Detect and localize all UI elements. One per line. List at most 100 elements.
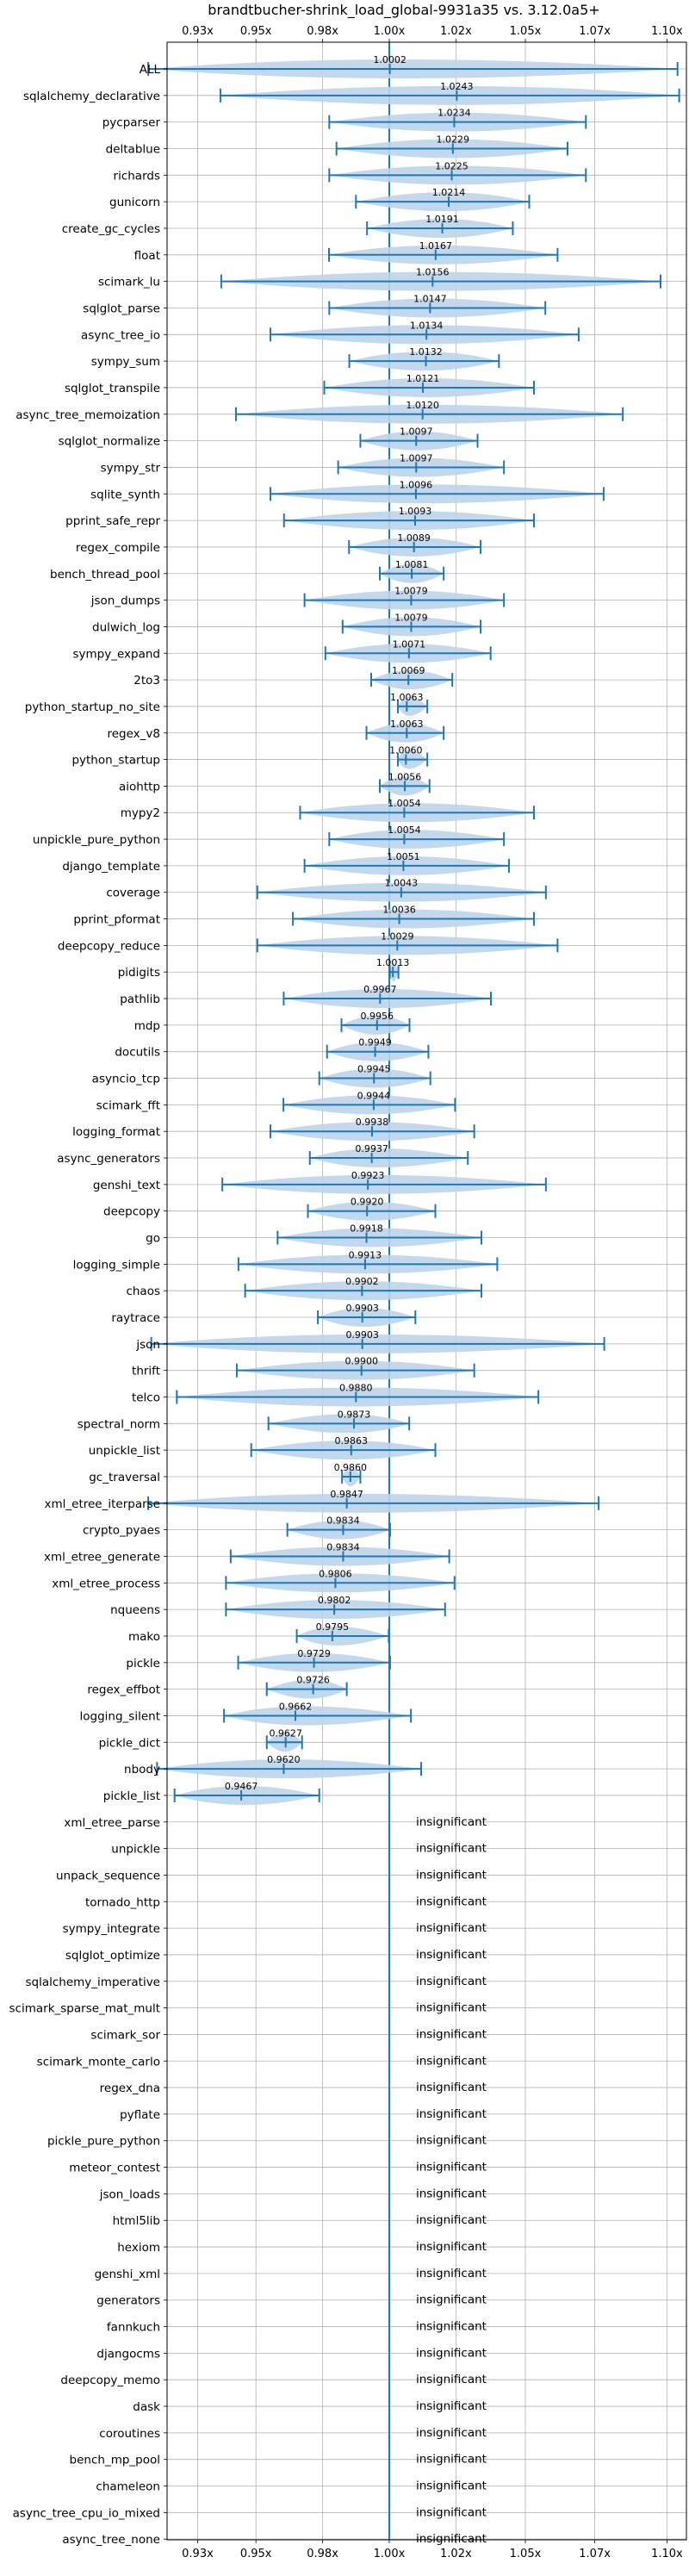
category-label: ALL — [140, 63, 161, 77]
category-label: thrift — [132, 1365, 160, 1378]
category-label: unpickle_pure_python — [33, 833, 160, 847]
insignificant-label: insignificant — [416, 2187, 487, 2200]
category-label: python_startup_no_site — [25, 700, 160, 714]
category-label: unpickle_list — [89, 1444, 160, 1458]
category-label: dulwich_log — [92, 620, 160, 634]
category-label: nbody — [124, 1763, 160, 1776]
data-label: 1.0097 — [400, 452, 433, 464]
category-label: sqlite_synth — [90, 488, 160, 501]
category-label: pyflate — [120, 2108, 160, 2122]
data-label: 0.9620 — [267, 1754, 301, 1765]
x-tick-label-top: 0.93x — [182, 25, 214, 38]
data-label: 0.9944 — [357, 1090, 391, 1101]
category-label: dask — [133, 2400, 160, 2414]
data-label: 1.0093 — [399, 506, 432, 517]
insignificant-label: insignificant — [416, 2373, 487, 2386]
data-label: 0.9956 — [361, 1011, 394, 1022]
data-label: 0.9880 — [339, 1383, 373, 1394]
category-label: chaos — [126, 1285, 160, 1298]
category-label: deepcopy_memo — [60, 2374, 160, 2387]
insignificant-label: insignificant — [416, 2293, 487, 2307]
category-label: go — [146, 1232, 160, 1246]
category-label: bench_thread_pool — [50, 568, 160, 582]
category-label: pidigits — [118, 966, 160, 980]
data-label: 0.9967 — [363, 984, 397, 995]
data-label: 0.9938 — [356, 1117, 389, 1128]
data-label: 1.0036 — [382, 905, 416, 916]
category-label: sympy_expand — [72, 647, 160, 661]
data-label: 1.0063 — [390, 692, 424, 703]
insignificant-label: insignificant — [416, 2426, 487, 2440]
data-label: 1.0120 — [406, 400, 439, 411]
data-label: 0.9873 — [338, 1409, 371, 1420]
insignificant-label: insignificant — [416, 2107, 487, 2121]
category-label: async_tree_memoization — [16, 408, 160, 422]
x-tick-label-bottom: 0.95x — [240, 2548, 272, 2560]
category-label: sqlglot_normalize — [59, 435, 160, 449]
data-label: 1.0081 — [395, 559, 429, 570]
category-label: 2to3 — [133, 674, 160, 688]
insignificant-label: insignificant — [416, 1948, 487, 1962]
x-tick-label-bottom: 1.10x — [651, 2548, 683, 2560]
category-label: crypto_pyaes — [83, 1524, 160, 1538]
category-label: sympy_integrate — [63, 1922, 160, 1936]
data-label: 1.0089 — [397, 532, 431, 544]
category-label: xml_etree_iterparse — [45, 1497, 161, 1511]
category-label: gunicorn — [109, 196, 160, 209]
data-label: 0.9918 — [350, 1223, 383, 1235]
data-label: 1.0054 — [388, 824, 421, 836]
x-tick-label-bottom: 1.02x — [440, 2548, 472, 2560]
category-label: hexiom — [117, 2241, 160, 2255]
category-label: coroutines — [99, 2427, 160, 2441]
data-label: 0.9834 — [326, 1541, 360, 1552]
insignificant-label: insignificant — [416, 1921, 487, 1935]
data-label: 1.0229 — [437, 134, 470, 145]
category-label: deepcopy_reduce — [58, 939, 160, 953]
x-tick-label-bottom: 1.05x — [510, 2548, 542, 2560]
category-label: regex_v8 — [107, 727, 160, 741]
category-label: logging_format — [72, 1125, 160, 1139]
insignificant-label: insignificant — [416, 2480, 487, 2493]
category-label: richards — [114, 169, 160, 183]
data-label: 1.0013 — [376, 957, 410, 968]
data-label: 1.0156 — [416, 267, 450, 278]
category-label: logging_simple — [73, 1258, 160, 1272]
category-label: scimark_sparse_mat_mult — [9, 2002, 160, 2016]
data-label: 1.0002 — [373, 54, 407, 65]
data-label: 1.0121 — [407, 373, 440, 384]
data-label: 1.0167 — [419, 240, 453, 252]
category-label: async_tree_io — [81, 328, 160, 342]
category-label: docutils — [115, 1046, 160, 1060]
data-label: 0.9923 — [351, 1170, 385, 1181]
data-label: 0.9863 — [335, 1435, 369, 1447]
data-label: 0.9729 — [297, 1648, 331, 1659]
data-label: 0.9860 — [334, 1462, 368, 1473]
data-label: 1.0063 — [390, 719, 424, 730]
category-label: mypy2 — [121, 806, 160, 820]
data-label: 1.0079 — [394, 612, 428, 623]
plot-frame — [166, 41, 687, 2541]
data-label: 1.0069 — [392, 665, 425, 676]
category-label: html5lib — [113, 2214, 160, 2228]
axis-layer: 0.93x 0.93x 0.95x 0.95x 0.98x 0.98x 1.00x 1.00x… — [9, 25, 684, 2560]
data-label: 0.9937 — [355, 1143, 388, 1154]
category-label: telco — [132, 1391, 160, 1405]
category-label: djangocms — [96, 2347, 160, 2361]
insignificant-label: insignificant — [416, 2267, 487, 2280]
data-label: 0.9802 — [318, 1595, 351, 1606]
data-label: 1.0029 — [381, 930, 414, 942]
category-label: async_tree_cpu_io_mixed — [13, 2506, 160, 2520]
data-label: 0.9847 — [330, 1489, 363, 1500]
insignificant-label: insignificant — [416, 1842, 487, 1856]
data-label: 0.9834 — [326, 1515, 360, 1527]
category-label: sympy_str — [101, 461, 161, 475]
data-label: 1.0191 — [425, 214, 459, 225]
x-tick-label-bottom: 1.00x — [374, 2548, 406, 2560]
insignificant-label: insignificant — [416, 2001, 487, 2015]
category-label: logging_silent — [80, 1709, 160, 1723]
category-label: pycparser — [102, 116, 161, 130]
data-label: 0.9920 — [351, 1197, 384, 1208]
data-label: 1.0225 — [435, 160, 469, 171]
data-label: 1.0147 — [413, 293, 447, 304]
